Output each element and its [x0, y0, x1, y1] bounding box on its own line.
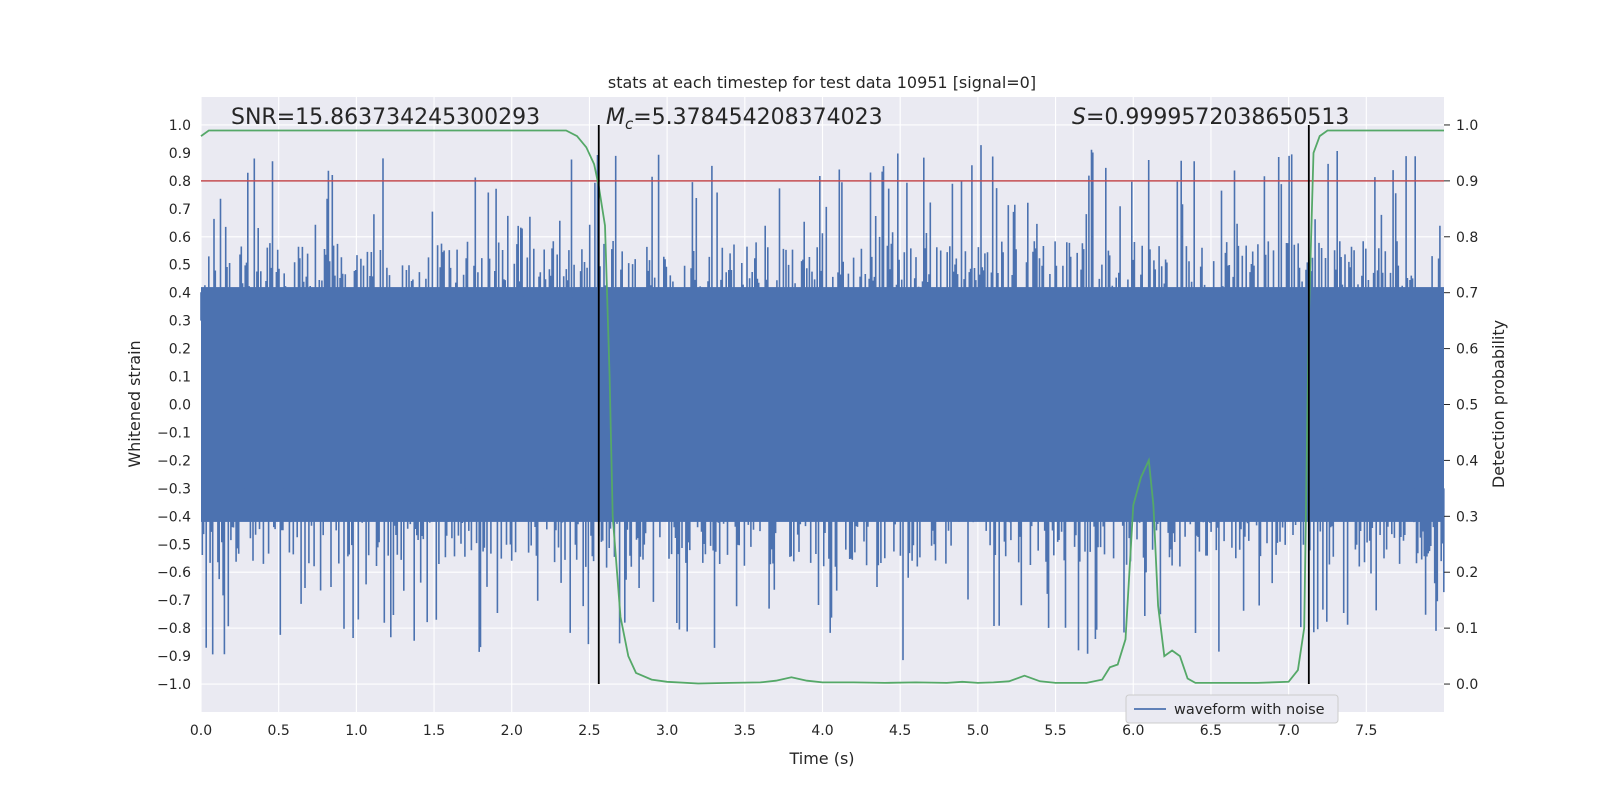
x-tick-label: 5.0 — [967, 723, 989, 739]
y2-tick-label: 0.5 — [1456, 398, 1478, 414]
x-tick-label: 0.0 — [190, 723, 212, 739]
x-tick-label: 0.5 — [268, 723, 290, 739]
y-tick-label: −0.7 — [157, 593, 191, 609]
y-tick-label: −0.4 — [157, 509, 191, 525]
x-tick-label: 1.5 — [423, 723, 445, 739]
y-tick-label: −0.5 — [157, 537, 191, 553]
x-tick-label: 1.0 — [345, 723, 367, 739]
s-statistic-symbol: S — [1072, 105, 1086, 130]
snr-annotation: SNR=15.863734245300293 — [231, 105, 540, 130]
y2-tick-label: 0.9 — [1456, 174, 1478, 190]
y-tick-label: −0.9 — [157, 649, 191, 665]
chirp-mass-symbol: M — [606, 105, 625, 130]
event-markers — [597, 124, 1310, 685]
y2-axis-label: Detection probability — [1489, 320, 1508, 488]
y-tick-label: −0.3 — [157, 481, 191, 497]
waveform-noise-band — [201, 287, 1444, 522]
detection-probability-line — [200, 129, 1444, 685]
y2-tick-label: 0.1 — [1456, 621, 1478, 637]
x-tick-label: 3.0 — [656, 723, 678, 739]
y-tick-label: 0.2 — [169, 342, 191, 358]
y2-tick-label: 0.8 — [1456, 230, 1478, 246]
legend-box — [1125, 694, 1339, 724]
y-tick-label: 0.9 — [169, 146, 191, 162]
chirp-mass-value: =5.378454208374023 — [633, 105, 882, 130]
y-tick-label: 0.0 — [169, 398, 191, 414]
y-tick-label: −0.2 — [157, 453, 191, 469]
y2-axis-ticks: 1.0 0.9 0.8 0.7 0.6 0.5 0.4 0.3 0.2 0.1 0.0 — [1444, 118, 1478, 693]
waveform-noise-spikes — [200, 145, 1445, 661]
waveform-with-noise-series — [200, 145, 1445, 661]
x-tick-label: 7.5 — [1355, 723, 1377, 739]
x-tick-label: 5.5 — [1044, 723, 1066, 739]
y-tick-label: −1.0 — [157, 677, 191, 693]
x-tick-label: 4.0 — [811, 723, 833, 739]
y-tick-label: 0.4 — [169, 286, 191, 302]
y2-tick-label: 1.0 — [1456, 118, 1478, 134]
y2-tick-label: 0.2 — [1456, 565, 1478, 581]
x-tick-label: 2.5 — [578, 723, 600, 739]
legend: waveform with noise — [1125, 694, 1339, 724]
legend-label-waveform: waveform with noise — [1174, 702, 1325, 718]
y-tick-label: 0.5 — [169, 258, 191, 274]
y-tick-label: −0.1 — [157, 425, 191, 441]
x-tick-label: 2.0 — [501, 723, 523, 739]
y-axis-ticks: 1.0 0.9 0.8 0.7 0.6 0.5 0.4 0.3 0.2 0.1 0.0 −0.1 −0.… — [157, 118, 191, 693]
y-axis-label: Whitened strain — [125, 340, 144, 467]
y2-tick-label: 0.3 — [1456, 509, 1478, 525]
s-statistic-value: =0.9999572038650513 — [1086, 105, 1349, 130]
s-statistic-annotation: S=0.9999572038650513 — [1072, 105, 1349, 130]
x-tick-label: 4.5 — [889, 723, 911, 739]
y2-tick-label: 0.7 — [1456, 286, 1478, 302]
y-tick-label: 0.6 — [169, 230, 191, 246]
chirp-mass-annotation: Mc=5.378454208374023 — [606, 105, 883, 133]
x-tick-label: 6.5 — [1200, 723, 1222, 739]
y-tick-label: 0.7 — [169, 202, 191, 218]
y-tick-label: 0.1 — [169, 370, 191, 386]
x-tick-label: 7.0 — [1277, 723, 1299, 739]
x-axis-label: Time (s) — [788, 749, 854, 768]
y-tick-label: −0.6 — [157, 565, 191, 581]
x-axis-ticks: 0.0 0.5 1.0 1.5 2.0 2.5 3.0 3.5 4.0 4.5 5.0 5.5 6.0 6… — [190, 723, 1378, 739]
y-tick-label: 0.8 — [169, 174, 191, 190]
x-tick-label: 6.0 — [1122, 723, 1144, 739]
y2-tick-label: 0.6 — [1456, 342, 1478, 358]
y-tick-label: −0.8 — [157, 621, 191, 637]
y2-tick-label: 0.4 — [1456, 453, 1478, 469]
y-tick-label: 0.3 — [169, 314, 191, 330]
chirp-mass-subscript: c — [625, 115, 634, 133]
y-tick-label: 1.0 — [169, 118, 191, 134]
chart-title: stats at each timestep for test data 109… — [608, 73, 1036, 92]
x-tick-label: 3.5 — [734, 723, 756, 739]
y2-tick-label: 0.0 — [1456, 677, 1478, 693]
